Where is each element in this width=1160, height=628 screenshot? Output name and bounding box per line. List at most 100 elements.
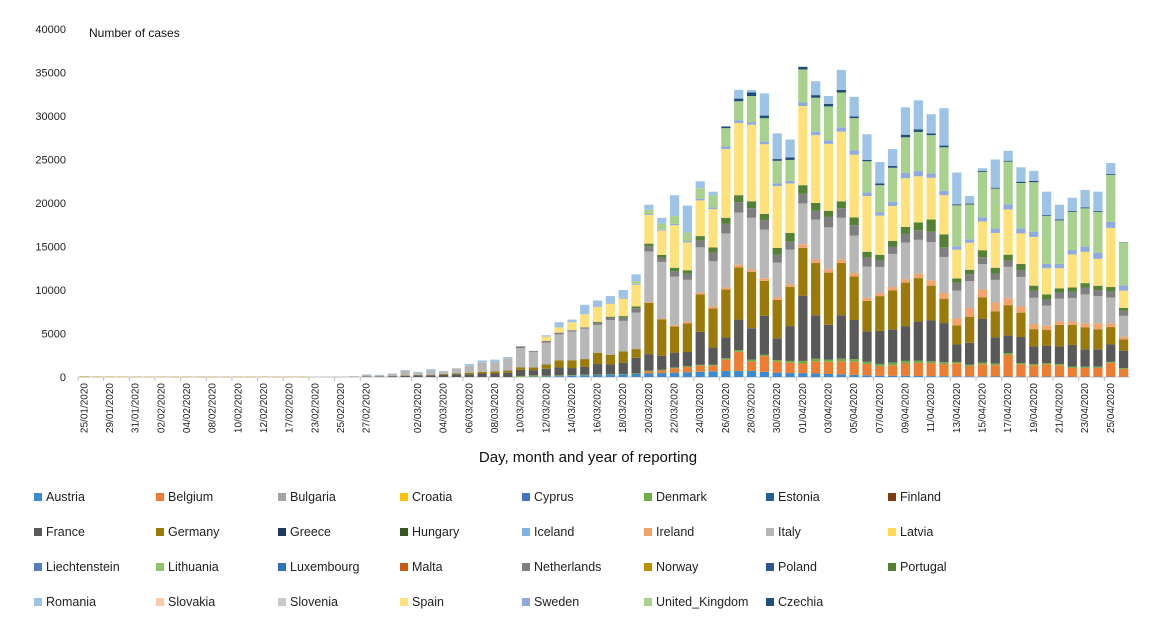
bar-stack: [669, 195, 680, 377]
bar-segment: [567, 375, 577, 377]
bar-segment: [849, 96, 859, 117]
bar-segment: [592, 300, 603, 307]
bar-segment: [1016, 182, 1026, 229]
bar-segment: [259, 376, 269, 378]
bar-segment: [1041, 268, 1052, 295]
bar-segment: [387, 373, 397, 377]
bar-segment: [734, 267, 744, 320]
bar-segment: [297, 376, 308, 378]
legend-item: Slovenia: [278, 595, 338, 609]
bar-segment: [875, 212, 885, 216]
bar-segment: [939, 145, 949, 148]
x-tick-label: 12/03/2020: [541, 383, 552, 433]
bar-segment: [990, 273, 1000, 280]
bar-segment: [708, 207, 718, 210]
bar-segment: [746, 122, 757, 125]
bar-segment: [246, 376, 256, 378]
bar-stack: [477, 360, 487, 377]
bar-segment: [1016, 306, 1026, 313]
bar-segment: [1106, 323, 1116, 328]
legend-item: Ireland: [644, 525, 694, 539]
bar-segment: [631, 349, 641, 358]
legend-swatch: [522, 493, 530, 501]
bar-segment: [631, 274, 641, 282]
bar-segment: [875, 363, 885, 367]
x-tick-label: 02/03/2020: [413, 383, 424, 433]
bar-stack: [349, 375, 359, 377]
bar-segment: [875, 296, 885, 331]
x-tick-label: 15/04/2020: [977, 383, 988, 433]
bar-stack: [156, 376, 167, 378]
legend-swatch: [888, 493, 896, 501]
bar-segment: [939, 362, 949, 364]
bar-segment: [939, 247, 949, 257]
bar-segment: [913, 278, 923, 322]
bar-segment: [990, 302, 1000, 312]
bar-segment: [939, 323, 949, 363]
bar-segment: [1029, 329, 1039, 347]
bar-segment: [669, 352, 680, 368]
y-tick-label: 30000: [35, 111, 66, 123]
bar-segment: [1118, 285, 1129, 291]
bar-segment: [734, 370, 744, 377]
bar-segment: [1080, 327, 1090, 350]
bar-segment: [785, 249, 795, 285]
bar-segment: [772, 133, 782, 160]
y-tick-label: 0: [60, 372, 66, 384]
bar-segment: [875, 330, 885, 364]
bar-stack: [528, 350, 539, 377]
bar-segment: [772, 160, 782, 184]
legend-swatch: [278, 598, 286, 606]
bar-segment: [926, 285, 936, 321]
bar-segment: [888, 149, 898, 167]
bar-segment: [900, 363, 911, 376]
bar-segment: [785, 286, 795, 327]
bar-segment: [913, 131, 923, 172]
bar-segment: [682, 270, 693, 274]
bar-segment: [977, 168, 988, 172]
bar-segment: [1080, 189, 1090, 208]
x-tick-label: 19/04/2020: [1029, 383, 1040, 433]
bar-segment: [811, 131, 821, 136]
bar-segment: [1093, 366, 1103, 368]
bar-segment: [862, 363, 872, 376]
x-tick-label: 08/03/2020: [490, 383, 501, 433]
legend-label: Greece: [290, 525, 331, 539]
bar-segment: [644, 251, 654, 302]
bar-segment: [977, 264, 988, 290]
legend-swatch: [522, 598, 530, 606]
bar-segment: [657, 254, 667, 258]
bar-segment: [1016, 269, 1026, 277]
bar-segment: [823, 95, 834, 104]
bar-segment: [990, 228, 1000, 233]
bar-segment: [1029, 231, 1039, 237]
bar-segment: [669, 223, 680, 226]
bar-segment: [913, 230, 923, 240]
legend-item: Belgium: [156, 490, 213, 504]
bar-segment: [1106, 173, 1116, 175]
bar-segment: [965, 365, 975, 377]
bar-segment: [734, 122, 744, 196]
legend-label: United_Kingdom: [656, 595, 749, 609]
bar-stack: [1041, 191, 1052, 377]
bar-segment: [657, 257, 667, 262]
bar-stack: [605, 296, 616, 377]
bar-segment: [990, 187, 1000, 189]
legend-item: Estonia: [766, 490, 820, 504]
bar-segment: [721, 289, 731, 338]
bar-segment: [721, 370, 731, 377]
bar-segment: [823, 143, 834, 211]
bar-segment: [1003, 260, 1013, 267]
bar-segment: [939, 190, 949, 196]
bar-segment: [990, 267, 1000, 274]
bar-segment: [823, 210, 834, 217]
legend-swatch: [400, 598, 408, 606]
bar-segment: [1029, 170, 1039, 181]
bar-segment: [900, 233, 911, 243]
bar-segment: [1003, 266, 1013, 299]
bar-segment: [913, 360, 923, 363]
bar-segment: [1093, 296, 1103, 324]
bar-segment: [631, 306, 641, 309]
bar-segment: [1093, 211, 1103, 253]
bar-segment: [695, 365, 705, 372]
